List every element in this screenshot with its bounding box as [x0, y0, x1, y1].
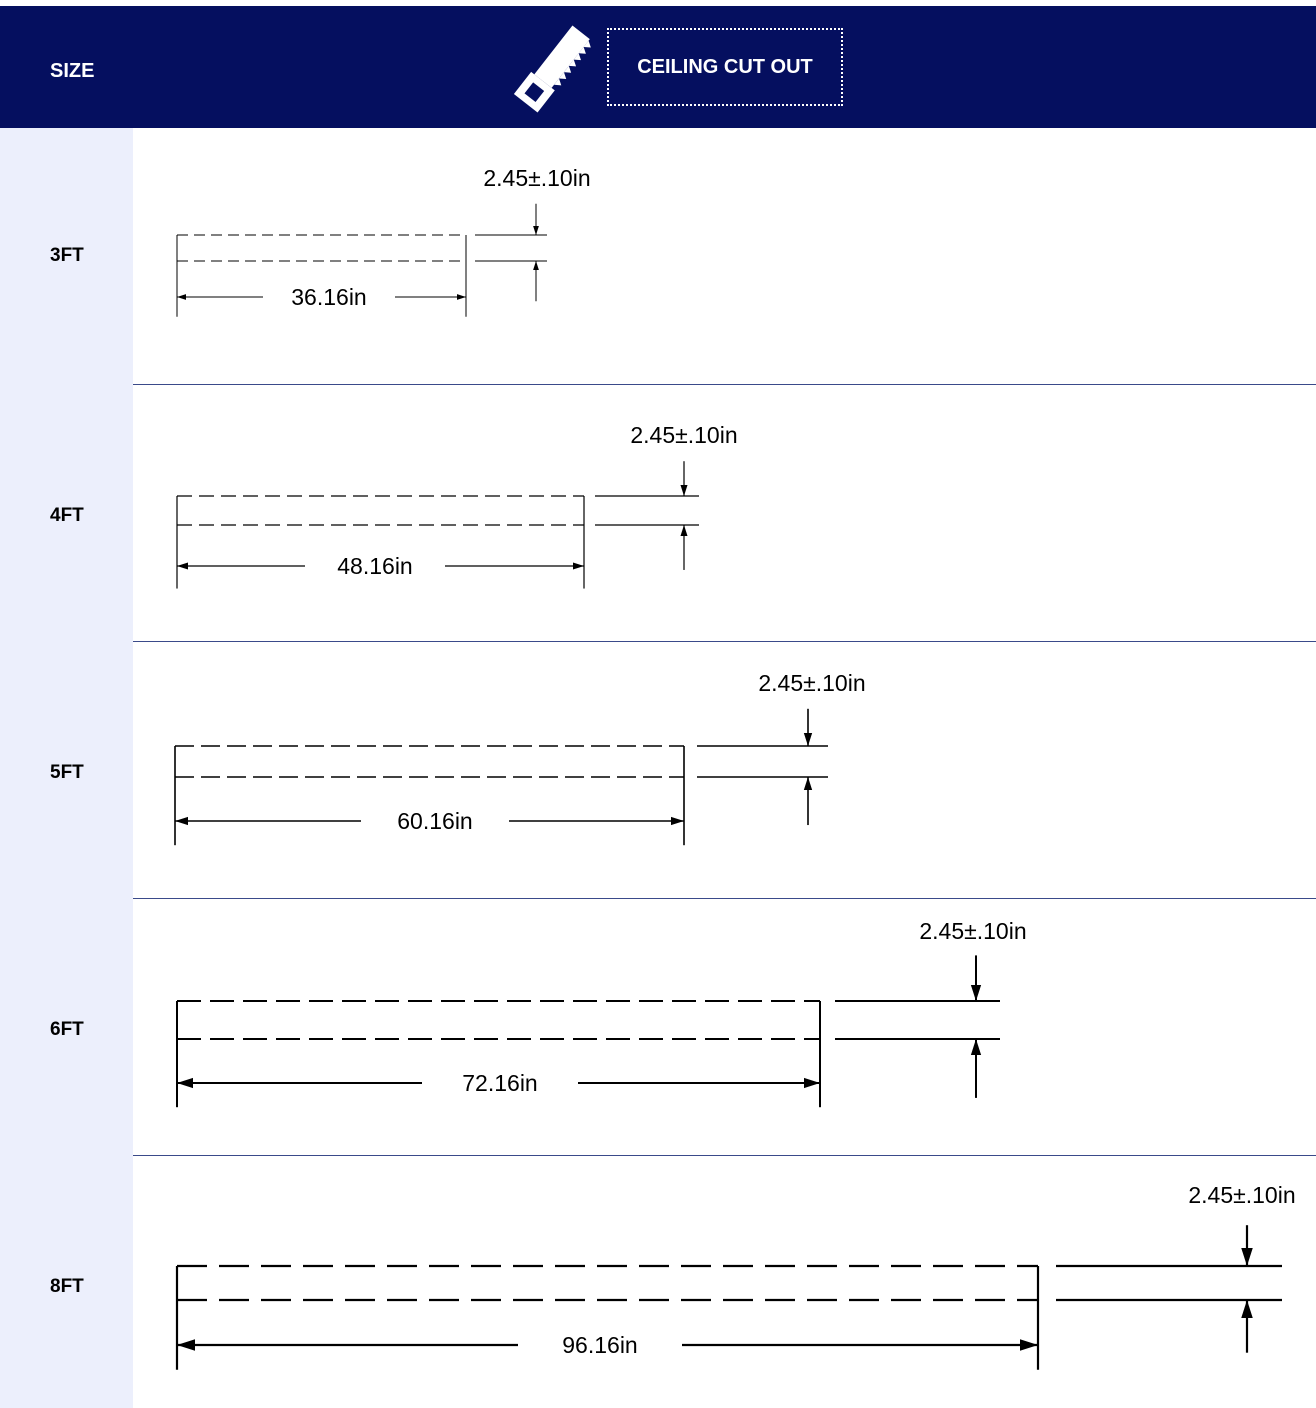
- row-divider: [133, 641, 1316, 642]
- ceiling-cut-out-header: CEILING CUT OUT: [607, 28, 843, 106]
- arrowhead-right: [573, 562, 584, 570]
- size-label-4ft: 4FT: [50, 505, 84, 526]
- length-dimension-label: 48.16in: [337, 553, 412, 579]
- width-arrowhead-bottom: [803, 777, 813, 790]
- width-arrowhead-bottom: [1241, 1300, 1253, 1318]
- size-label-5ft: 5FT: [50, 762, 84, 783]
- row-divider: [133, 898, 1316, 899]
- width-arrowhead-top: [803, 733, 813, 746]
- size-label-6ft: 6FT: [50, 1019, 84, 1040]
- arrowhead-left: [177, 562, 188, 570]
- width-arrowhead-bottom: [533, 261, 539, 270]
- ceiling-cut-out-label: CEILING CUT OUT: [637, 55, 813, 78]
- width-arrowhead-top: [970, 985, 982, 1001]
- arrowhead-right: [804, 1077, 820, 1089]
- width-dimension-label: 2.45±.10in: [758, 670, 865, 696]
- width-arrowhead-top: [680, 485, 688, 496]
- arrowhead-right: [457, 294, 466, 300]
- length-dimension-label: 60.16in: [397, 808, 472, 834]
- row-divider: [133, 384, 1316, 385]
- length-dimension-label: 72.16in: [462, 1070, 537, 1096]
- table-header: SIZE CEILING CUT OUT: [0, 0, 1316, 128]
- width-dimension-label: 2.45±.10in: [919, 918, 1026, 944]
- width-dimension-label: 2.45±.10in: [630, 422, 737, 448]
- saw-icon: [508, 22, 602, 116]
- arrowhead-left: [175, 816, 188, 826]
- width-dimension-label: 2.45±.10in: [483, 165, 590, 191]
- row-divider: [133, 1155, 1316, 1156]
- width-arrowhead-bottom: [680, 525, 688, 536]
- size-column: [0, 128, 133, 1408]
- length-dimension-label: 36.16in: [291, 284, 366, 310]
- size-label-3ft: 3FT: [50, 245, 84, 266]
- arrowhead-left: [177, 1077, 193, 1089]
- width-arrowhead-bottom: [970, 1039, 982, 1055]
- width-arrowhead-top: [1241, 1248, 1253, 1266]
- width-arrowhead-top: [533, 226, 539, 235]
- arrowhead-right: [671, 816, 684, 826]
- size-column-header: SIZE: [50, 60, 95, 82]
- size-label-8ft: 8FT: [50, 1276, 84, 1297]
- arrowhead-left: [177, 1339, 195, 1351]
- arrowhead-left: [177, 294, 186, 300]
- length-dimension-label: 96.16in: [562, 1332, 637, 1358]
- arrowhead-right: [1020, 1339, 1038, 1351]
- width-dimension-label: 2.45±.10in: [1188, 1182, 1295, 1208]
